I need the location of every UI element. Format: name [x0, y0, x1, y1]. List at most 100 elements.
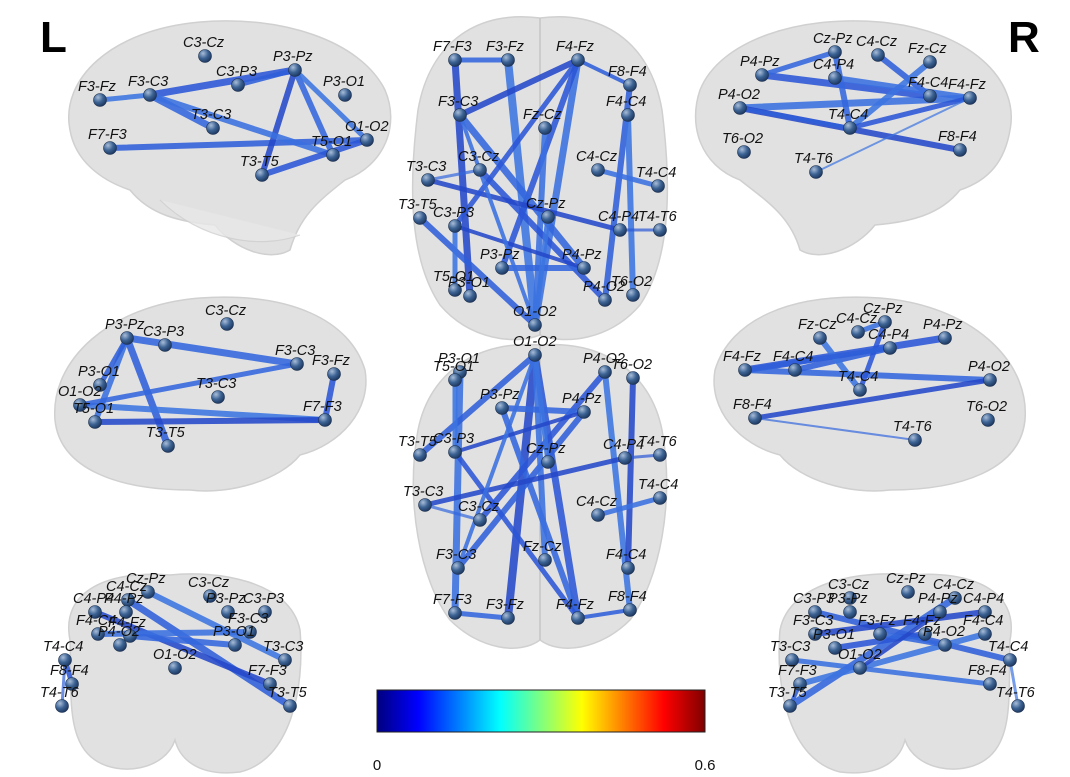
electrode-label: C4-Cz: [106, 579, 148, 595]
electrode-node: [541, 210, 555, 224]
electrode-node: [785, 653, 799, 667]
electrode-node: [93, 93, 107, 107]
connection-edge: [477, 369, 608, 523]
connection-edge: [453, 224, 586, 270]
electrode-nodes: [55, 45, 1025, 713]
electrode-label: C3-Cz: [183, 35, 225, 51]
electrode-label: T5-O1: [433, 359, 474, 375]
electrode-node: [228, 638, 242, 652]
electrode-label: O1-O2: [513, 334, 557, 350]
right-lateral-labels: Cz-Pz C4-Cz Fz-Cz P4-Pz C4-P4 F4-C4 F4-Fz P4-O2…: [718, 31, 987, 167]
electrode-label: F3-C3: [436, 547, 476, 563]
electrode-label: F8-F4: [608, 589, 647, 605]
electrode-node: [591, 163, 605, 177]
electrode-label: P3-Pz: [273, 49, 313, 65]
electrode-node: [541, 455, 555, 469]
electrode-label: Cz-Pz: [526, 196, 566, 212]
electrode-label: F3-C3: [793, 613, 833, 629]
electrode-node: [495, 401, 509, 415]
electrode-label: C3-P3: [243, 591, 284, 607]
electrode-node: [981, 413, 995, 427]
electrode-node: [651, 179, 665, 193]
connection-edge: [877, 631, 948, 648]
electrode-node: [938, 638, 952, 652]
connection-edge: [417, 215, 538, 328]
electrode-node: [88, 605, 102, 619]
electrode-node: [843, 121, 857, 135]
electrode-label: T4-T6: [638, 434, 678, 450]
left-hemisphere-marker: L: [40, 13, 67, 62]
electrode-node: [538, 553, 552, 567]
electrode-label: P3-Pz: [206, 591, 246, 607]
electrode-label: F4-Fz: [108, 615, 147, 631]
electrode-label: P3-O1: [813, 627, 855, 643]
connection-edge: [426, 168, 482, 182]
electrode-label: F8-F4: [608, 64, 647, 80]
electrode-label: C4-Cz: [576, 494, 618, 510]
electrode-label: F4-C4: [606, 94, 646, 110]
connection-edge: [832, 49, 853, 131]
electrode-node: [143, 88, 157, 102]
electrode-label: T3-T5: [268, 685, 308, 701]
electrode-label: T4-C4: [638, 477, 678, 493]
electrode-node: [571, 53, 585, 67]
electrode-label: C3-P3: [433, 431, 474, 447]
electrode-node: [113, 638, 127, 652]
electrode-label: F3-Fz: [486, 39, 525, 55]
brain-left-lateral: [68, 20, 392, 256]
right-medial-nodes: [738, 315, 997, 447]
electrode-label: O1-O2: [513, 304, 557, 320]
connection-edge: [576, 608, 632, 620]
electrode-node: [255, 168, 269, 182]
electrode-label: P4-O2: [718, 87, 760, 103]
left-posterior-nodes: [55, 585, 297, 713]
electrode-node: [473, 513, 487, 527]
connection-edge: [259, 67, 298, 178]
connection-edge: [417, 352, 538, 458]
electrode-label: Fz-Cz: [523, 107, 562, 123]
electrode-node: [598, 293, 612, 307]
connection-edge: [92, 609, 273, 687]
electrode-node: [828, 71, 842, 85]
electrode-node: [448, 283, 462, 297]
electrode-node: [288, 63, 302, 77]
electrode-node: [953, 143, 967, 157]
electrode-label: T4-T6: [893, 419, 933, 435]
electrode-label: Cz-Pz: [886, 571, 926, 587]
electrode-label: Fz-Cz: [523, 539, 562, 555]
connection-edge: [789, 657, 993, 687]
electrode-node: [851, 325, 865, 339]
electrode-node: [738, 363, 752, 377]
electrode-node: [755, 68, 769, 82]
electrode-node: [871, 48, 885, 62]
electrode-node: [1011, 699, 1025, 713]
electrode-label: F3-Fz: [486, 597, 525, 613]
colorbar: 0 0.6: [373, 689, 715, 774]
electrode-node: [598, 365, 612, 379]
electrode-node: [883, 341, 897, 355]
electrode-node: [853, 383, 867, 397]
electrode-label: P4-O2: [98, 624, 140, 640]
electrode-label: C3-P3: [793, 591, 834, 607]
electrode-label: F4-Fz: [948, 77, 987, 93]
electrode-label: F4-C4: [773, 349, 813, 365]
connection-edge: [812, 609, 988, 637]
electrode-label: P4-O2: [583, 351, 625, 367]
electrode-node: [653, 491, 667, 505]
electrode-node: [258, 605, 272, 619]
electrode-node: [626, 371, 640, 385]
connection-edge: [92, 417, 328, 425]
electrode-label: T4-T6: [40, 685, 80, 701]
electrode-label: P4-Pz: [562, 247, 602, 263]
electrode-node: [813, 331, 827, 345]
electrode-node: [501, 53, 515, 67]
left-medial-edges: [77, 334, 337, 450]
electrode-node: [453, 108, 467, 122]
connection-edge: [452, 57, 581, 229]
electrode-label: F8-F4: [938, 129, 977, 145]
electrode-node: [501, 611, 515, 625]
electrode-node: [327, 367, 341, 381]
electrode-label: T6-O2: [611, 274, 652, 290]
